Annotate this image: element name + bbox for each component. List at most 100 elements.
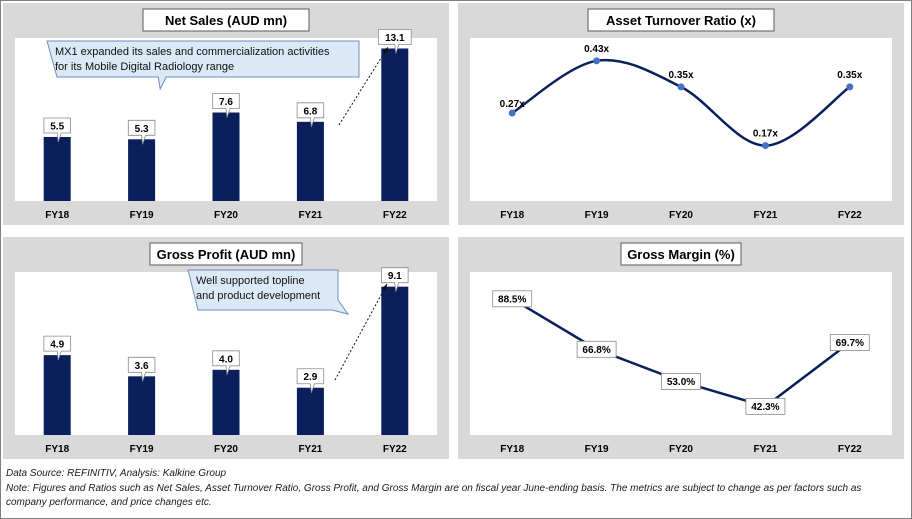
data-label: 4.9 — [43, 335, 71, 361]
x-tick-label: FY19 — [130, 210, 154, 221]
x-tick-label: FY22 — [838, 444, 862, 455]
annotation-bubble — [187, 269, 350, 315]
chart-title-box — [149, 242, 303, 266]
data-label-text: 4.0 — [219, 354, 233, 365]
data-label-box — [296, 102, 325, 127]
x-tick-label: FY21 — [298, 210, 322, 221]
data-label: 4.0 — [212, 350, 240, 375]
x-tick-label: FY20 — [214, 444, 238, 455]
data-label: 13.1 — [378, 29, 412, 54]
x-tick-label: FY19 — [585, 444, 609, 455]
data-label-box — [43, 335, 71, 361]
x-tick-label: FY20 — [214, 210, 238, 221]
gross-margin-chart-svg: Gross Margin (%) FY18 FY19 FY20 FY21 FY22 88.5… — [470, 242, 892, 455]
data-label-box — [661, 373, 701, 390]
bar — [43, 355, 71, 435]
x-tick-label: FY20 — [669, 444, 693, 455]
data-label-text: 0.27x — [500, 99, 525, 110]
data-label-text: 2.9 — [303, 372, 317, 383]
bar — [128, 376, 156, 435]
annotation-text: for its Mobile Digital Radiology range — [55, 61, 234, 73]
data-label-text: 69.7% — [836, 338, 864, 349]
data-point — [677, 83, 685, 91]
data-label-text: 13.1 — [385, 33, 405, 44]
chart-title-box — [620, 242, 742, 266]
data-label-box — [212, 350, 240, 375]
chart-title-box — [587, 8, 775, 32]
gross-profit-chart-svg: Gross Profit (AUD mn) FY18 FY19 FY20 FY21 FY2… — [15, 242, 437, 455]
bar — [381, 48, 409, 201]
annotation-callout: Well supported topline and product develo… — [187, 269, 350, 315]
data-label-text: 53.0% — [667, 377, 695, 388]
net-sales-chart-svg: Net Sales (AUD mn) FY18 FY19 FY20 FY21 FY22 MX… — [15, 8, 437, 221]
footnote-text: Note: Figures and Ratios such as Net Sal… — [6, 482, 862, 509]
bar — [43, 136, 71, 201]
data-label-text: 7.6 — [219, 97, 233, 108]
annotation-callout: MX1 expanded its sales and commercializa… — [46, 40, 360, 91]
data-label-box — [378, 29, 412, 54]
data-label-text: 5.3 — [135, 124, 149, 135]
x-tick-label: FY19 — [130, 444, 154, 455]
data-label: 7.6 — [212, 93, 240, 118]
bar — [296, 121, 324, 201]
data-label-text: 0.17x — [753, 129, 778, 140]
chart-title: Gross Margin (%) — [627, 247, 735, 262]
x-tick-label: FY22 — [383, 210, 407, 221]
data-point — [846, 83, 854, 91]
x-tick-label: FY20 — [669, 210, 693, 221]
asset-turnover-chart-svg: Asset Turnover Ratio (x) FY18 FY19 FY20 FY21… — [470, 8, 892, 221]
plot-area — [470, 272, 892, 435]
x-tick-label: FY21 — [753, 210, 777, 221]
annotation-arrow-line — [338, 46, 389, 126]
data-label: 5.3 — [127, 119, 156, 145]
data-source-text: Data Source: REFINITIV, Analysis: Kalkin… — [6, 468, 227, 479]
bar — [212, 369, 240, 435]
data-label-box — [43, 117, 71, 143]
x-tick-label: FY19 — [585, 210, 609, 221]
plot-area — [470, 38, 892, 201]
data-label-box — [829, 334, 870, 351]
bar — [381, 286, 409, 435]
chart-title: Net Sales (AUD mn) — [165, 13, 287, 28]
annotation-text: and product development — [196, 290, 320, 302]
bar — [128, 139, 156, 201]
data-label-text: 0.43x — [584, 44, 609, 55]
bar — [296, 387, 324, 435]
net-sales-chart: Net Sales (AUD mn) FY18 FY19 FY20 FY21 FY22 MX… — [3, 3, 449, 225]
x-tick-label: FY18 — [45, 444, 69, 455]
data-label-text: 9.1 — [388, 271, 402, 282]
data-label-box — [127, 119, 156, 145]
data-label-box — [492, 290, 533, 308]
data-label-text: 88.5% — [498, 294, 526, 305]
asset-turnover-chart: Asset Turnover Ratio (x) FY18 FY19 FY20 FY21… — [458, 3, 904, 225]
footer-notes: Data Source: REFINITIV, Analysis: Kalkin… — [6, 467, 901, 511]
data-label-text: 5.5 — [50, 121, 64, 132]
data-point — [761, 142, 769, 150]
data-label-text: 66.8% — [582, 345, 610, 356]
data-label-text: 3.6 — [135, 361, 149, 372]
data-label-box — [212, 93, 240, 118]
data-label-box — [576, 340, 617, 358]
chart-title: Gross Profit (AUD mn) — [157, 247, 296, 262]
chart-title: Asset Turnover Ratio (x) — [606, 13, 756, 28]
x-tick-label: FY18 — [500, 444, 524, 455]
x-tick-label: FY18 — [45, 210, 69, 221]
x-tick-label: FY21 — [298, 444, 322, 455]
annotation-arrow-head — [382, 47, 388, 54]
x-tick-label: FY22 — [383, 444, 407, 455]
data-label-box — [127, 356, 156, 382]
data-label-text: 42.3% — [751, 402, 779, 413]
gross-margin-chart: Gross Margin (%) FY18 FY19 FY20 FY21 FY22 88.5… — [458, 237, 904, 459]
data-label-box — [381, 267, 409, 292]
gross-profit-chart: Gross Profit (AUD mn) FY18 FY19 FY20 FY21 FY2… — [3, 237, 449, 459]
data-label: 2.9 — [296, 368, 325, 393]
x-tick-label: FY21 — [753, 444, 777, 455]
data-label-text: 0.35x — [668, 70, 693, 81]
data-label-text: 6.8 — [303, 106, 317, 117]
data-label: 5.5 — [43, 117, 71, 143]
x-tick-label: FY18 — [500, 210, 524, 221]
data-label-box — [745, 397, 786, 415]
data-label: 9.1 — [381, 267, 409, 292]
bar — [212, 112, 240, 201]
annotation-bubble — [46, 40, 360, 91]
